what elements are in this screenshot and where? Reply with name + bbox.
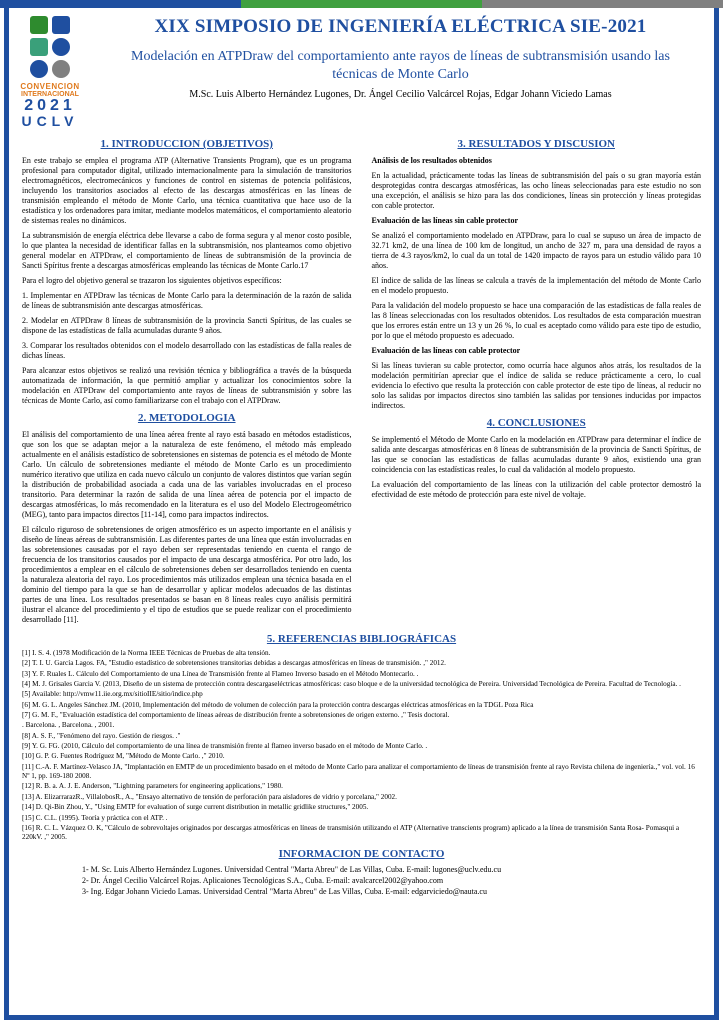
authors: M.Sc. Luis Alberto Hernández Lugones, Dr… bbox=[98, 89, 703, 100]
contact-h: INFORMACION DE CONTACTO bbox=[22, 847, 701, 862]
logo-convencion: CONVENCION bbox=[14, 82, 86, 91]
ref-line: [14] D. Qi-Bin Zhou, Y., "Using EMTP for… bbox=[22, 803, 701, 812]
logo-circ-blue bbox=[52, 38, 70, 56]
intro-p7: Para alcanzar estos objetivos se realizó… bbox=[22, 366, 352, 406]
section-concl-h: 4. CONCLUSIONES bbox=[372, 417, 702, 431]
intro-p2: La subtransmisión de energía eléctrica d… bbox=[22, 231, 352, 271]
ref-line: [2] T. I. U. García Lagos. FA, "Estudio … bbox=[22, 659, 701, 668]
logo-uclv: UCLV bbox=[14, 114, 86, 128]
section-results-h: 3. RESULTADOS Y DISCUSION bbox=[372, 138, 702, 152]
header-text: XIX SIMPOSIO DE INGENIERÍA ELÉCTRICA SIE… bbox=[98, 16, 703, 104]
logo-sq-teal bbox=[30, 38, 48, 56]
results-p3: El índice de salida de las líneas se cal… bbox=[372, 276, 702, 296]
ref-line: [10] G. P. G. Fuentes Rodríguez M, "Méto… bbox=[22, 752, 701, 761]
ref-line: [15] C. C.L. (1995). Teoría y práctica c… bbox=[22, 814, 701, 823]
concl-p2: La evaluación del comportamiento de las … bbox=[372, 480, 702, 500]
results-p4: Para la validación del modelo propuesto … bbox=[372, 301, 702, 341]
ref-line: [5] Available: http://vmw11.iie.org.mx/s… bbox=[22, 690, 701, 699]
method-p1: El análisis del comportamiento de una lí… bbox=[22, 430, 352, 520]
sub-title: Modelación en ATPDraw del comportamiento… bbox=[98, 48, 703, 84]
logo-sq-green bbox=[30, 16, 48, 34]
logo-sq-blue bbox=[52, 16, 70, 34]
ref-line: [13] A. ElizarrarazR., VillalobosR., A.,… bbox=[22, 793, 701, 802]
logo-block: CONVENCION INTERNACIONAL 2021 UCLV bbox=[14, 16, 86, 128]
stripe-blue bbox=[0, 0, 241, 8]
intro-p6: 3. Comparar los resultados obtenidos con… bbox=[22, 341, 352, 361]
logo-year: 2021 bbox=[14, 98, 86, 114]
contact-line: 1- M. Sc. Luis Alberto Hernández Lugones… bbox=[82, 865, 701, 876]
ref-line: [11] C.-A. F. Martínez-Velasco JA, "Impl… bbox=[22, 763, 701, 782]
intro-p5: 2. Modelar en ATPDraw 8 líneas de subtra… bbox=[22, 316, 352, 336]
ref-line: [6] M. G. L. Angeles Sánchez JM. (2010, … bbox=[22, 701, 701, 710]
concl-p1: Se implementó el Método de Monte Carlo e… bbox=[372, 435, 702, 475]
contact-list: 1- M. Sc. Luis Alberto Hernández Lugones… bbox=[22, 865, 701, 897]
intro-p3: Para el logro del objetivo general se tr… bbox=[22, 276, 352, 286]
results-p5: Si las líneas tuvieran su cable protecto… bbox=[372, 361, 702, 411]
stripe-grey bbox=[482, 0, 723, 8]
section-method-h: 2. METODOLOGIA bbox=[22, 412, 352, 426]
ref-line: [16] R. C. L. Vázquez O. K, "Cálculo de … bbox=[22, 824, 701, 843]
ref-line: [8] A. S. F., "Fenómeno del rayo. Gestió… bbox=[22, 732, 701, 741]
header: CONVENCION INTERNACIONAL 2021 UCLV XIX S… bbox=[4, 8, 719, 132]
ref-line: [9] Y. G. FG. (2010, Cálculo del comport… bbox=[22, 742, 701, 751]
method-p2: El cálculo riguroso de sobretensiones de… bbox=[22, 525, 352, 625]
contact-line: 3- Ing. Edgar Johann Viciedo Lamas. Univ… bbox=[82, 887, 701, 898]
results-b1: Análisis de los resultados obtenidos bbox=[372, 156, 702, 166]
ref-line: [12] R. B. a. A. J. E. Anderson, "Lightn… bbox=[22, 782, 701, 791]
contact-line: 2- Dr. Ángel Cecilio Valcárcel Rojas. Ap… bbox=[82, 876, 701, 887]
results-p1: En la actualidad, prácticamente todas la… bbox=[372, 171, 702, 211]
section-intro-h: 1. INTRODUCCION (OBJETIVOS) bbox=[22, 138, 352, 152]
stripe-green bbox=[241, 0, 482, 8]
ref-line: [7] G. M. F., "Evaluación estadística de… bbox=[22, 711, 701, 720]
ref-line: [3] Y. F. Ruales L. Cálculo del Comporta… bbox=[22, 670, 701, 679]
intro-p1: En este trabajo se emplea el programa AT… bbox=[22, 156, 352, 226]
results-b3: Evaluación de las líneas con cable prote… bbox=[372, 346, 702, 356]
refs-h: 5. REFERENCIAS BIBLIOGRÁFICAS bbox=[22, 632, 701, 646]
column-right: 3. RESULTADOS Y DISCUSION Análisis de lo… bbox=[372, 132, 702, 630]
top-stripes bbox=[0, 0, 723, 8]
refs-list: [1] I. S. 4. (1978 Modificación de la No… bbox=[22, 649, 701, 843]
intro-p4: 1. Implementar en ATPDraw las técnicas d… bbox=[22, 291, 352, 311]
logo-circ-blue2 bbox=[30, 60, 48, 78]
logo-shapes bbox=[30, 16, 70, 78]
main-title: XIX SIMPOSIO DE INGENIERÍA ELÉCTRICA SIE… bbox=[98, 16, 703, 38]
columns: 1. INTRODUCCION (OBJETIVOS) En este trab… bbox=[4, 132, 719, 630]
results-b2: Evaluación de las líneas sin cable prote… bbox=[372, 216, 702, 226]
results-p2: Se analizó el comportamiento modelado en… bbox=[372, 231, 702, 271]
logo-circ-grey bbox=[52, 60, 70, 78]
ref-line: . Barcelona. , Barcelona. , 2001. bbox=[22, 721, 701, 730]
column-left: 1. INTRODUCCION (OBJETIVOS) En este trab… bbox=[22, 132, 352, 630]
contact-wrap: INFORMACION DE CONTACTO 1- M. Sc. Luis A… bbox=[4, 847, 719, 898]
ref-line: [4] M. J. Grisales Garcia V. (2013, Dise… bbox=[22, 680, 701, 689]
ref-line: [1] I. S. 4. (1978 Modificación de la No… bbox=[22, 649, 701, 658]
frame-bottom bbox=[4, 1015, 719, 1020]
refs-wrap: 5. REFERENCIAS BIBLIOGRÁFICAS [1] I. S. … bbox=[4, 632, 719, 843]
